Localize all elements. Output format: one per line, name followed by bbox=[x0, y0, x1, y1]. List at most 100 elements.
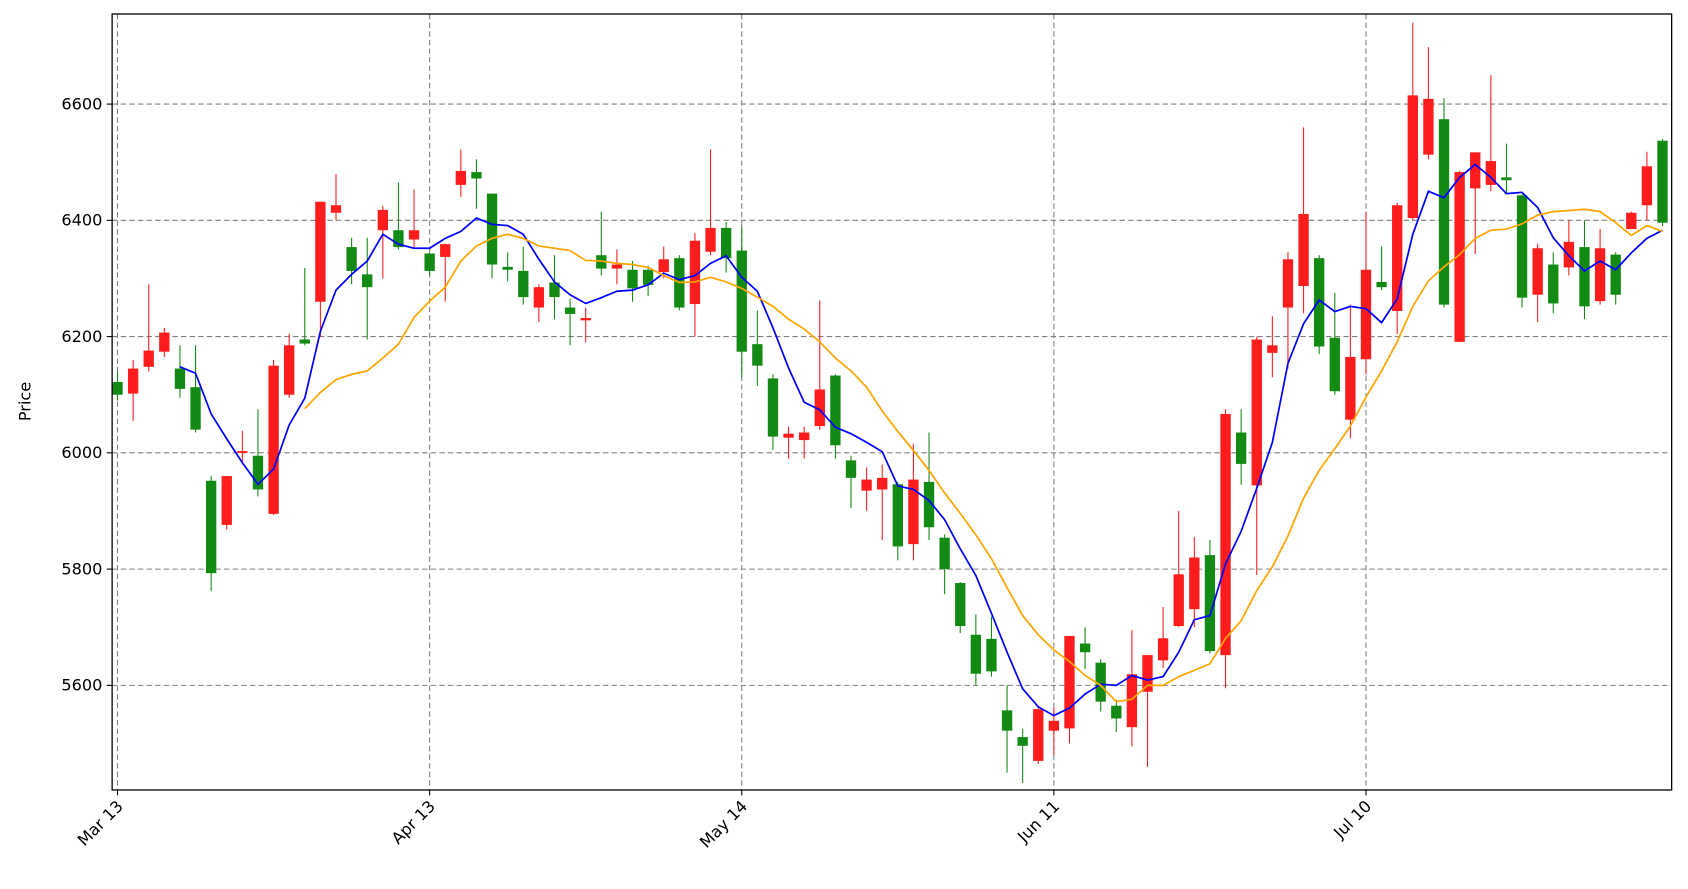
candle-body bbox=[627, 269, 638, 289]
candle-body bbox=[1095, 662, 1106, 702]
candle-body bbox=[315, 201, 326, 302]
candle-body bbox=[861, 479, 872, 491]
candle-body bbox=[205, 480, 217, 574]
candle-body bbox=[1594, 248, 1606, 302]
marks bbox=[112, 22, 1668, 784]
candle-body bbox=[752, 344, 763, 366]
candle-body bbox=[564, 307, 576, 314]
candle-body bbox=[159, 332, 170, 352]
candle-body bbox=[720, 227, 732, 259]
candle-body bbox=[1064, 635, 1075, 729]
candle-body bbox=[1204, 555, 1216, 652]
candle-body bbox=[533, 287, 545, 308]
candle-body bbox=[362, 274, 373, 288]
candle-body bbox=[1532, 248, 1543, 295]
candle-body bbox=[1220, 413, 1231, 656]
candle-body bbox=[642, 269, 654, 285]
candle-body bbox=[190, 387, 201, 430]
candle-body bbox=[1314, 258, 1325, 347]
candle-body bbox=[611, 264, 623, 269]
y-tick-label: 6600 bbox=[61, 94, 102, 113]
candle-body bbox=[252, 455, 264, 490]
candle-body bbox=[440, 244, 451, 257]
candle-body bbox=[986, 638, 997, 672]
candle-body bbox=[939, 537, 950, 570]
candle-body bbox=[1079, 643, 1091, 653]
candle-body bbox=[1329, 337, 1340, 392]
y-tick-label: 5600 bbox=[61, 676, 102, 695]
candle-body bbox=[1157, 638, 1169, 661]
candle-body bbox=[1392, 205, 1403, 312]
candle-body bbox=[1516, 195, 1528, 298]
moving-average-line bbox=[179, 163, 1663, 717]
candle-body bbox=[1641, 166, 1653, 206]
plot-frame bbox=[111, 13, 1673, 791]
candle-body bbox=[393, 230, 404, 248]
candle-body bbox=[1423, 98, 1434, 155]
candle-body bbox=[1126, 674, 1138, 728]
candle-body bbox=[174, 368, 186, 389]
candle-body bbox=[845, 460, 857, 478]
candle-body bbox=[455, 170, 467, 185]
candle-body bbox=[1626, 212, 1637, 230]
candle-body bbox=[1360, 269, 1372, 360]
candle-body bbox=[299, 339, 310, 344]
y-axis-label: Price bbox=[15, 382, 34, 421]
candle-body bbox=[736, 250, 747, 352]
candle-body bbox=[1579, 247, 1590, 307]
y-tick-label: 6400 bbox=[61, 211, 102, 230]
candle-body bbox=[923, 481, 935, 528]
candle-body bbox=[1017, 737, 1028, 746]
candle-body bbox=[1251, 339, 1262, 486]
grid bbox=[112, 13, 1672, 790]
candle-body bbox=[502, 266, 513, 270]
candle-body bbox=[908, 479, 919, 545]
moving-average-line bbox=[304, 208, 1663, 703]
candle-body bbox=[471, 172, 482, 179]
candle-body bbox=[658, 259, 669, 273]
candle-body bbox=[955, 583, 966, 627]
y-tick-label: 5800 bbox=[61, 559, 102, 578]
candle-body bbox=[221, 476, 232, 525]
candle-body bbox=[1657, 140, 1668, 223]
candle-body bbox=[377, 209, 388, 231]
candle-body bbox=[1470, 152, 1481, 189]
candle-body bbox=[1142, 655, 1153, 692]
candle-body bbox=[877, 477, 888, 490]
candle-body bbox=[705, 227, 716, 252]
candle-body bbox=[783, 433, 794, 438]
candle-body bbox=[830, 375, 841, 446]
candle-body bbox=[799, 432, 810, 441]
candle-body bbox=[1454, 172, 1465, 342]
candle-body bbox=[1407, 95, 1418, 219]
candle-body bbox=[1501, 177, 1512, 181]
y-tick-label: 6200 bbox=[61, 327, 102, 346]
candle-body bbox=[1282, 259, 1294, 308]
candle-body bbox=[596, 255, 607, 269]
candle-body bbox=[814, 389, 825, 427]
candle-body bbox=[689, 240, 701, 305]
candle-body bbox=[1189, 557, 1200, 610]
candle-body bbox=[346, 247, 357, 271]
candle-body bbox=[1485, 161, 1497, 185]
candle-body bbox=[1438, 119, 1450, 305]
candle-body bbox=[1345, 356, 1356, 420]
candle-body bbox=[1001, 710, 1013, 731]
candle-body bbox=[127, 368, 139, 394]
candle-body bbox=[1610, 254, 1621, 295]
candle-body bbox=[767, 378, 779, 437]
candle-body bbox=[1267, 345, 1278, 353]
candle-body bbox=[549, 282, 560, 298]
candle-body bbox=[1048, 720, 1060, 731]
candle-body bbox=[1298, 213, 1309, 287]
candle-body bbox=[486, 193, 498, 265]
y-tick-label: 6000 bbox=[61, 443, 102, 462]
candle-body bbox=[1235, 432, 1247, 464]
candle-body bbox=[1033, 709, 1044, 761]
candle-body bbox=[1173, 574, 1184, 627]
candle-body bbox=[1111, 705, 1122, 719]
candle-body bbox=[1376, 281, 1387, 288]
candle-body bbox=[408, 230, 420, 240]
